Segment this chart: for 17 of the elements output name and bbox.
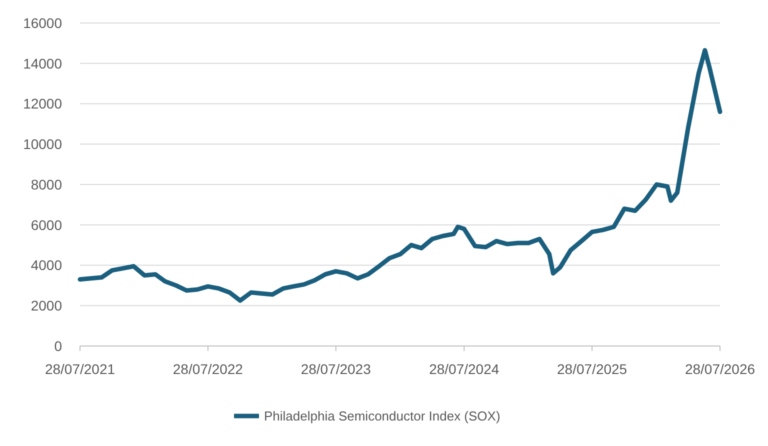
x-tick-label: 28/07/2021 <box>44 361 116 377</box>
y-tick-label: 10000 <box>23 136 62 152</box>
y-tick-label: 4000 <box>30 257 62 274</box>
x-tick-label: 28/07/2026 <box>684 361 756 377</box>
x-tick-label: 28/07/2024 <box>429 361 500 377</box>
y-tick-label: 2000 <box>30 298 62 314</box>
y-tick-label: 0 <box>54 338 62 354</box>
x-tick-label: 28/07/2022 <box>172 361 244 377</box>
y-tick-label: 14000 <box>23 55 62 72</box>
y-tick-label: 16000 <box>23 14 62 31</box>
line-series <box>78 48 722 303</box>
legend-label: Philadelphia Semiconductor Index (SOX) <box>264 408 500 424</box>
y-tick-label: 6000 <box>30 216 62 233</box>
x-tick-label: 28/07/2025 <box>557 361 628 377</box>
x-tick-label: 28/07/2023 <box>300 361 372 377</box>
y-tick-label: 8000 <box>30 176 62 192</box>
y-tick-label: 12000 <box>23 96 62 112</box>
